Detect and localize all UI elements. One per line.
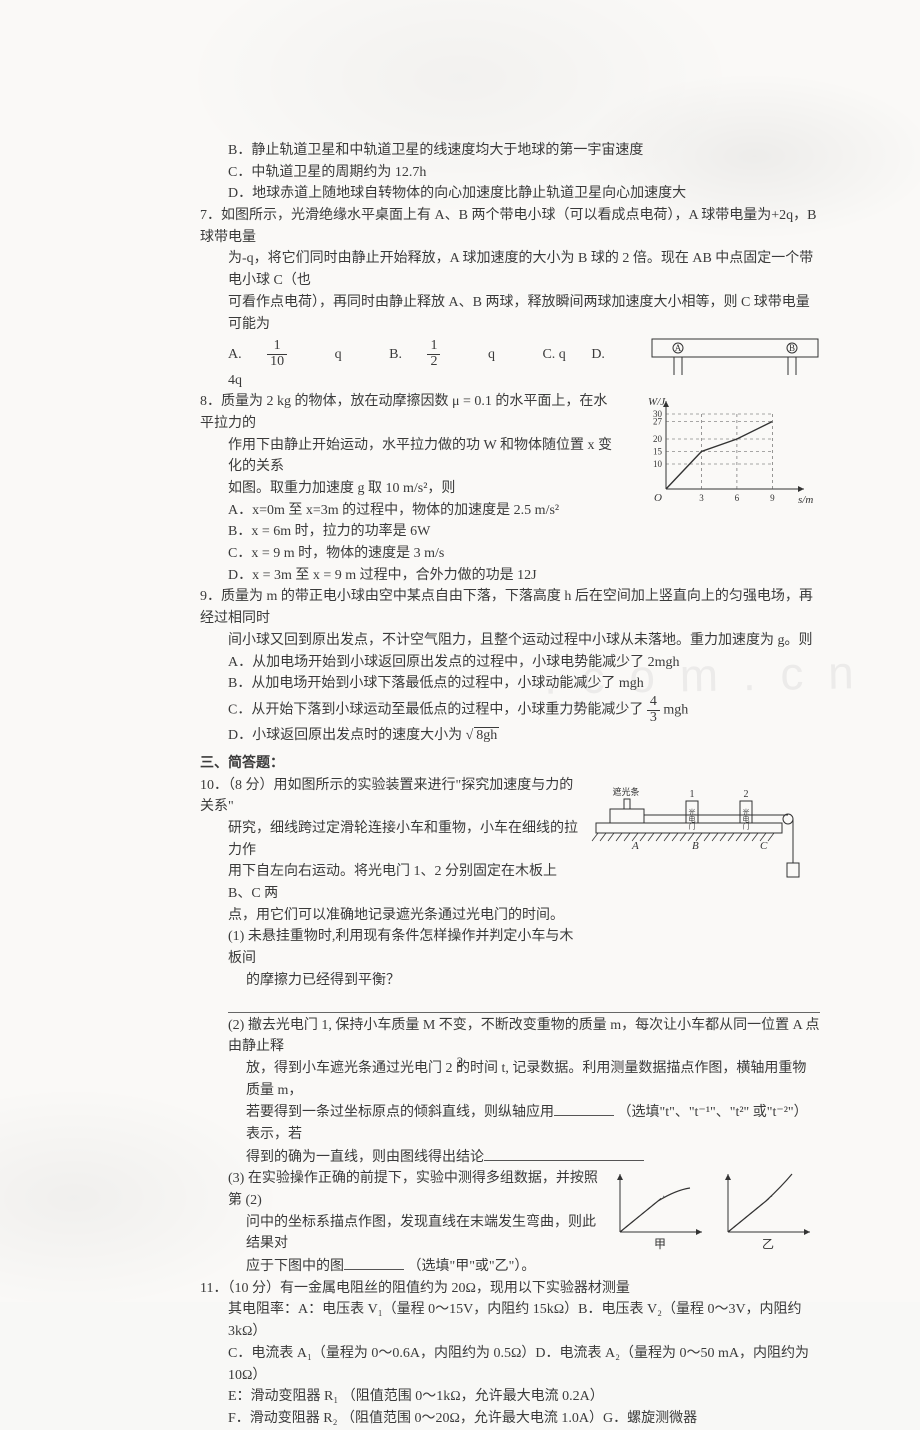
q11-line-3: C．电流表 A₁（量程为 0～0.6A，内阻约为 0.5Ω）D．电流表 A₂（量… bbox=[200, 1343, 820, 1386]
q10-body: 10．（8 分）用如图所示的实验装置来进行"探究加速度与力的关系" 研究，细线跨… bbox=[200, 775, 578, 992]
q10-curves: 甲乙 bbox=[610, 1168, 820, 1250]
svg-text:O: O bbox=[654, 492, 662, 504]
q10-blank-axis bbox=[554, 1101, 614, 1116]
svg-text:A: A bbox=[631, 840, 639, 852]
svg-text:光电门: 光电门 bbox=[688, 807, 696, 830]
q10-p1-b: 的摩擦力已经得到平衡？ bbox=[200, 970, 578, 992]
q10-p2-d: 得到的确为一直线，则由图线得出结论 bbox=[200, 1146, 820, 1169]
q11-line-5: F．滑动变阻器 R₂ （阻值范围 0～20Ω，允许最大电流 1.0A）G．螺旋测… bbox=[200, 1408, 820, 1430]
q7-stem-1: 7．如图所示，光滑绝缘水平桌面上有 A、B 两个带电小球（可以看成点电荷），A … bbox=[200, 205, 820, 248]
q6-opt-b: B．静止轨道卫星和中轨道卫星的线速度均大于地球的第一宇宙速度 bbox=[200, 140, 820, 162]
svg-text:10: 10 bbox=[653, 459, 663, 469]
q7-opt-c: C. q bbox=[542, 347, 565, 362]
q10-p3: (3) 在实验操作正确的前提下，实验中测得多组数据，并按照第 (2) 问中的坐标… bbox=[200, 1168, 598, 1277]
q8-opt-d: D．x = 3m 至 x = 9 m 过程中，合外力做的功是 12J bbox=[200, 565, 618, 587]
q8-stem-2: 作用下由静止开始运动，水平拉力做的功 W 和物体随位置 x 变化的关系 bbox=[200, 435, 618, 478]
q9-stem-2: 间小球又回到原出发点，不计空气阻力，且整个运动过程中小球从未落地。重力加速度为 … bbox=[200, 630, 820, 652]
svg-text:乙: 乙 bbox=[762, 1237, 774, 1250]
q8-stem-1: 8．质量为 2 kg 的物体，放在动摩擦因数 μ = 0.1 的水平面上，在水平… bbox=[200, 391, 618, 434]
svg-text:9: 9 bbox=[770, 493, 775, 503]
q8-opt-a: A．x=0m 至 x=3m 的过程中，物体的加速度是 2.5 m/s² bbox=[200, 500, 618, 522]
svg-text:W/J: W/J bbox=[648, 396, 666, 408]
q10-stem-3: 用下自左向右运动。将光电门 1、2 分别固定在木板上 B、C 两 bbox=[200, 861, 578, 904]
q10-p3-a: (3) 在实验操作正确的前提下，实验中测得多组数据，并按照第 (2) bbox=[200, 1168, 598, 1211]
q9-opt-c: C．从开始下落到小球运动至最低点的过程中，小球重力势能减少了 43 mgh bbox=[200, 695, 820, 725]
q10-stem-4: 点，用它们可以准确地记录遮光条通过光电门的时间。 bbox=[200, 905, 578, 927]
q8-chart: W/Js/mO1015202730369 bbox=[630, 391, 820, 511]
q7-stem-3: 可看作点电荷），再同时由静止释放 A、B 两球，释放瞬间两球加速度大小相等，则 … bbox=[200, 292, 820, 335]
svg-text:甲: 甲 bbox=[654, 1237, 666, 1250]
q10-p3-c: 应于下图中的图 （选填"甲"或"乙"）。 bbox=[200, 1255, 598, 1278]
q9-opt-b: B．从加电场开始到小球下落最低点的过程中，小球动能减少了 mgh bbox=[200, 673, 820, 695]
q10-apparatus: 遮光条 1 光电门 2 光电门 A B C bbox=[590, 775, 820, 885]
q7-options: A. 110 q B. 12 q C. q D. 4q bbox=[200, 335, 638, 391]
q11-stem: 11．（10 分）有一金属电阻丝的阻值约为 20Ω，现用以下实验器材测量 bbox=[200, 1278, 820, 1300]
svg-text:C: C bbox=[760, 840, 768, 852]
q8-opt-c: C．x = 9 m 时，物体的速度是 3 m/s bbox=[200, 543, 618, 565]
q10-blank-line-1 bbox=[200, 998, 820, 1013]
q7-fig-label-a: A bbox=[675, 343, 682, 353]
q6-opt-c: C．中轨道卫星的周期约为 12.7h bbox=[200, 162, 820, 184]
q7-figure: A B bbox=[650, 335, 820, 391]
q9-opt-a: A．从加电场开始到小球返回原出发点的过程中，小球电势能减少了 2mgh bbox=[200, 652, 820, 674]
svg-text:光电门: 光电门 bbox=[742, 807, 750, 830]
q11-line-4: E：滑动变阻器 R₁ （阻值范围 0～1kΩ，允许最大电流 0.2A） bbox=[200, 1386, 820, 1408]
svg-text:遮光条: 遮光条 bbox=[612, 786, 639, 797]
svg-text:1: 1 bbox=[690, 789, 695, 800]
q10-blank-jiayi bbox=[344, 1255, 404, 1270]
q11-line-2: 其电阻率：A：电压表 V₁（量程 0～15V，内阻约 15kΩ）B．电压表 V₂… bbox=[200, 1299, 820, 1342]
svg-text:20: 20 bbox=[653, 434, 663, 444]
svg-text:30: 30 bbox=[653, 409, 663, 419]
q6-opt-d: D．地球赤道上随地球自转物体的向心加速度比静止轨道卫星向心加速度大 bbox=[200, 183, 820, 205]
q7-stem-2: 为-q，将它们同时由静止开始释放，A 球加速度的大小为 B 球的 2 倍。现在 … bbox=[200, 248, 820, 291]
q8-opt-b: B．x = 6m 时，拉力的功率是 6W bbox=[200, 521, 618, 543]
svg-text:15: 15 bbox=[653, 447, 663, 457]
svg-text:2: 2 bbox=[744, 789, 749, 800]
q10-p1-a: (1) 未悬挂重物时,利用现有条件怎样操作并判定小车与木板间 bbox=[200, 926, 578, 969]
q10-p2-c: 若要得到一条过坐标原点的倾斜直线，则纵轴应用 （选填"t"、"t⁻¹"、"t²"… bbox=[200, 1101, 820, 1145]
q8-stem-3: 如图。取重力加速度 g 取 10 m/s²，则 bbox=[200, 478, 618, 500]
q10-blank-conclusion bbox=[484, 1146, 644, 1161]
q9-stem-1: 9．质量为 m 的带正电小球由空中某点自由下落，下落高度 h 后在空间加上竖直向… bbox=[200, 586, 820, 629]
page-number: 2 bbox=[0, 1052, 920, 1072]
exam-page: B．静止轨道卫星和中轨道卫星的线速度均大于地球的第一宇宙速度 C．中轨道卫星的周… bbox=[0, 0, 920, 1302]
q7-fig-label-b: B bbox=[789, 343, 795, 353]
q7-opt-b: B. 12 q bbox=[389, 347, 520, 362]
svg-text:6: 6 bbox=[735, 493, 740, 503]
q10-p3-b: 问中的坐标系描点作图，发现直线在末端发生弯曲，则此结果对 bbox=[200, 1212, 598, 1255]
svg-text:B: B bbox=[692, 840, 699, 852]
svg-text:s/m: s/m bbox=[798, 494, 813, 506]
q8-body: 8．质量为 2 kg 的物体，放在动摩擦因数 μ = 0.1 的水平面上，在水平… bbox=[200, 391, 618, 586]
section-3-title: 三、简答题： bbox=[200, 753, 820, 775]
q10-stem-1: 10．（8 分）用如图所示的实验装置来进行"探究加速度与力的关系" bbox=[200, 775, 578, 818]
svg-text:3: 3 bbox=[699, 493, 704, 503]
q7-opt-a: A. 110 q bbox=[228, 347, 367, 362]
q10-stem-2: 研究，细线跨过定滑轮连接小车和重物，小车在细线的拉力作 bbox=[200, 818, 578, 861]
q9-opt-d: D．小球返回原出发点时的速度大小为 √8gh bbox=[200, 725, 820, 747]
